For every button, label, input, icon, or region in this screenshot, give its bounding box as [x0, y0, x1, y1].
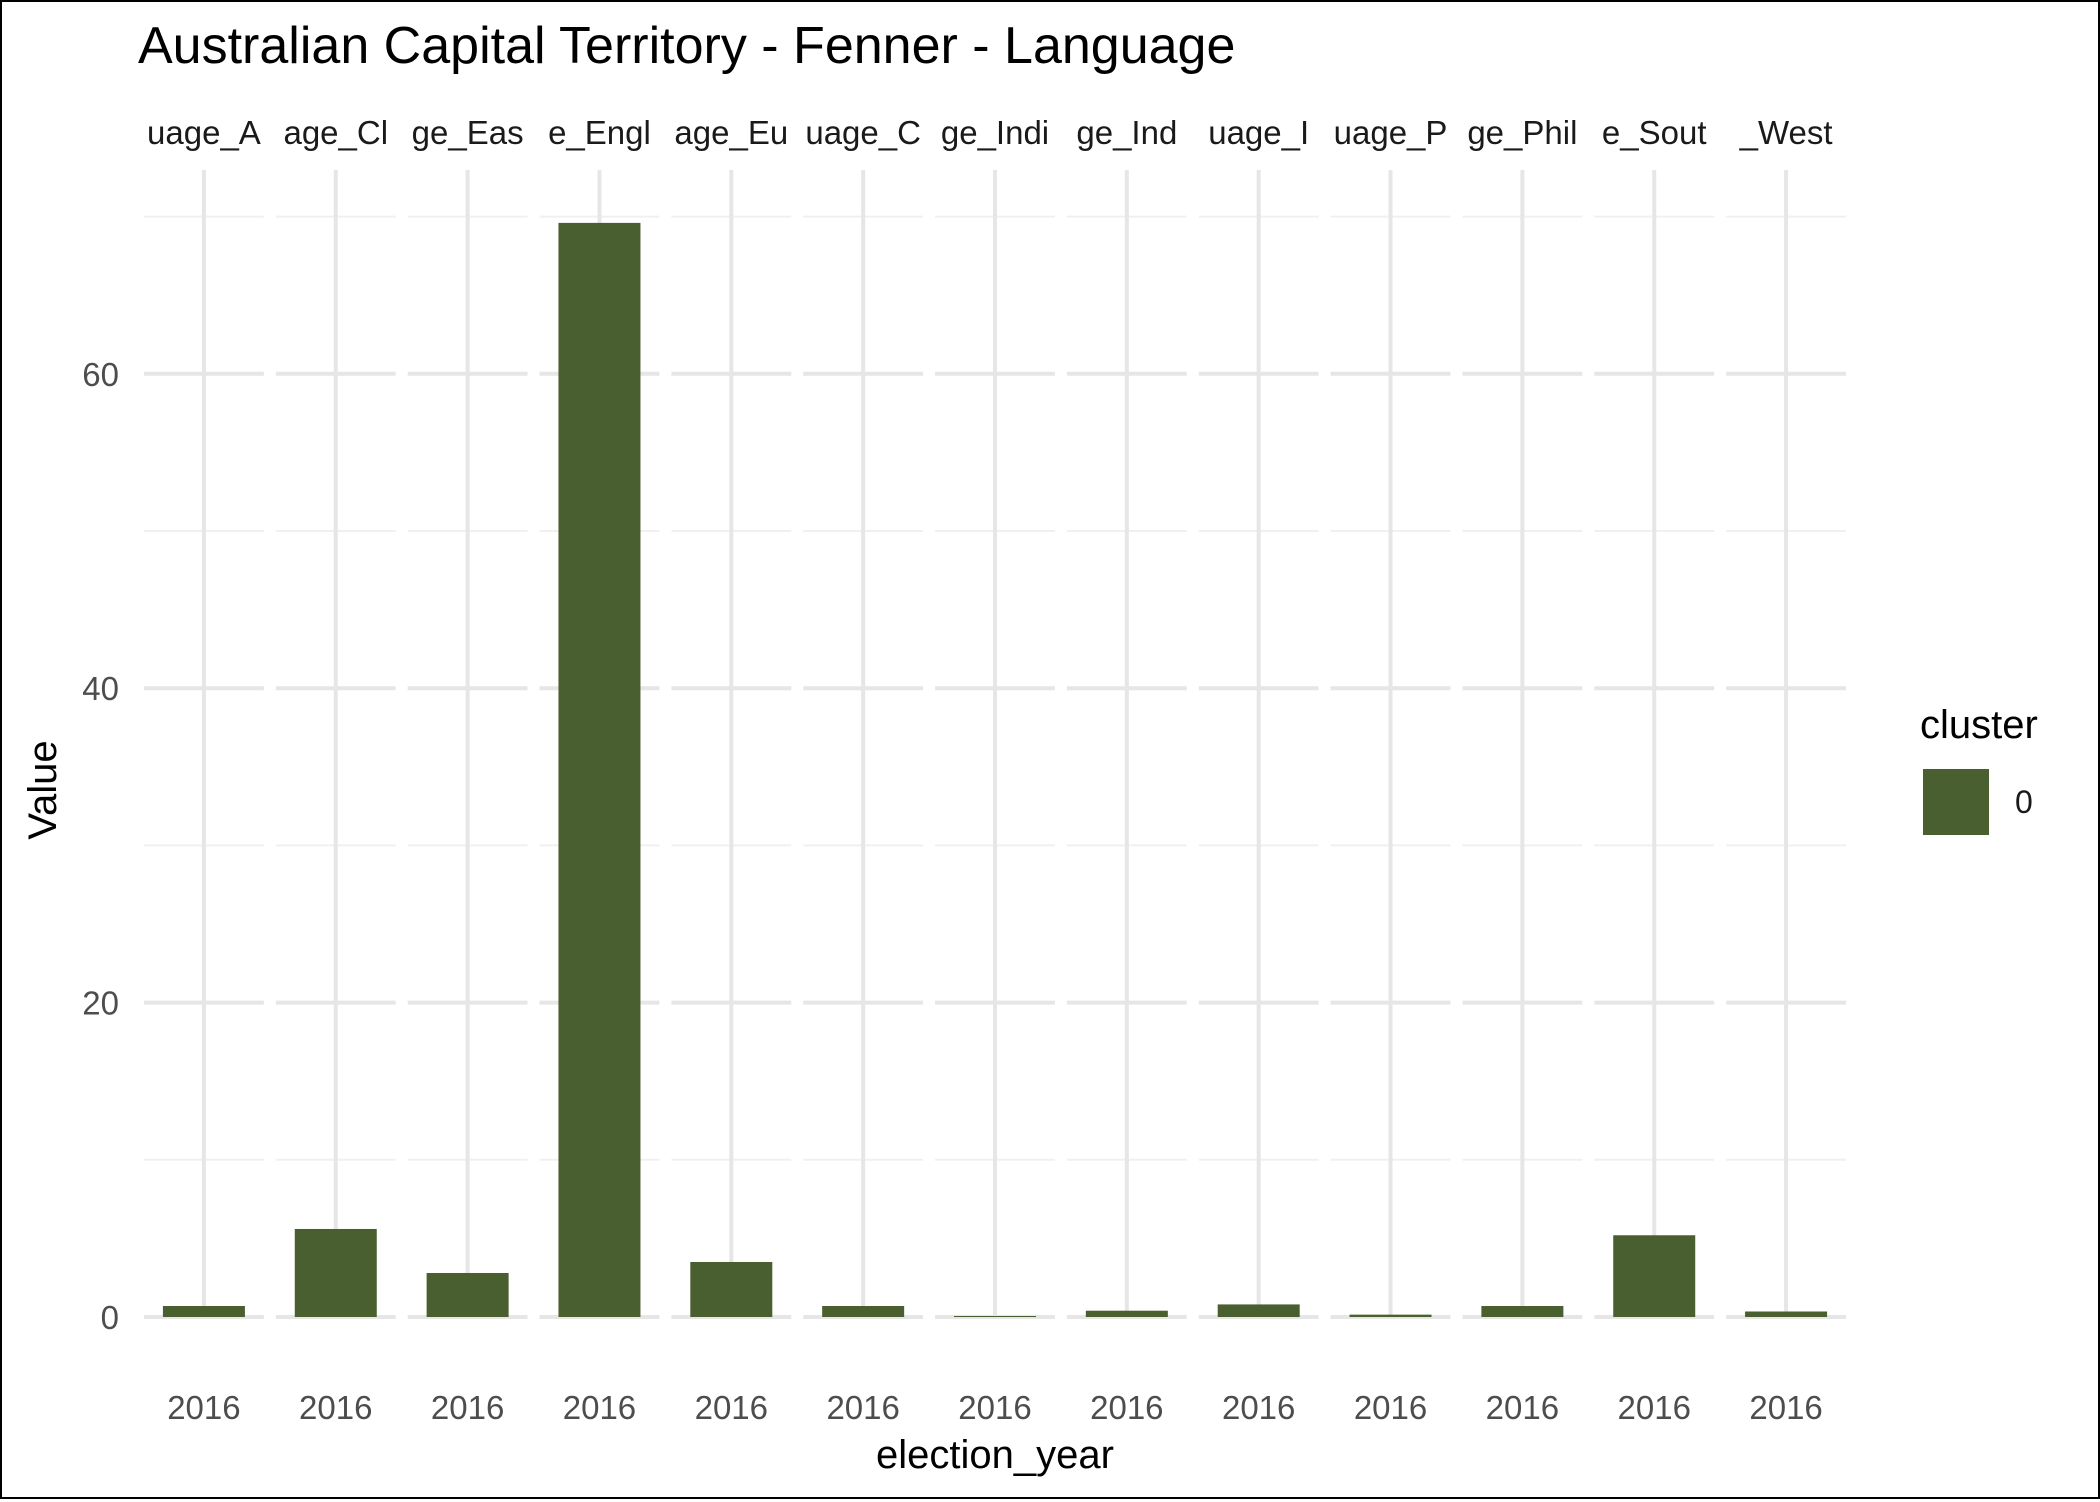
bar	[558, 222, 641, 1318]
facet-panels: uage_A 2016 age_Cl 2016 ge_Eas 2016 e_Engl 2016…	[144, 114, 1846, 1426]
facet-panel: uage_C 2016	[803, 114, 924, 1426]
x-tick-label: 2016	[958, 1389, 1031, 1426]
x-tick-label: 2016	[1354, 1389, 1427, 1426]
bar	[162, 1305, 245, 1317]
facet-panel: uage_I 2016	[1198, 114, 1319, 1426]
facet-strip-label: uage_P	[1334, 114, 1448, 151]
bar	[1349, 1314, 1432, 1317]
facet-panel: age_Cl 2016	[275, 114, 396, 1426]
facet-strip-label: ge_Ind	[1076, 114, 1177, 151]
facet-panel: ge_Ind 2016	[1066, 114, 1187, 1426]
bar	[294, 1228, 377, 1317]
facet-strip-label: _West	[1739, 114, 1833, 151]
x-tick-label: 2016	[1618, 1389, 1691, 1426]
facet-panel: e_Engl 2016	[539, 114, 660, 1426]
bar	[1481, 1305, 1564, 1317]
legend-title: cluster	[1920, 703, 2038, 747]
facet-strip-label: age_Cl	[283, 114, 388, 151]
chart-title: Australian Capital Territory - Fenner - …	[138, 17, 1235, 75]
x-tick-label: 2016	[1486, 1389, 1559, 1426]
bar	[690, 1261, 773, 1317]
facet-strip-label: ge_Eas	[412, 114, 524, 151]
facet-panel: ge_Eas 2016	[407, 114, 528, 1426]
y-axis-title: Value	[21, 740, 65, 839]
x-tick-label: 2016	[1222, 1389, 1295, 1426]
x-tick-label: 2016	[695, 1389, 768, 1426]
facet-panel: e_Sout 2016	[1594, 114, 1715, 1426]
bar	[954, 1316, 1036, 1317]
x-tick-label: 2016	[431, 1389, 504, 1426]
facet-strip-label: e_Engl	[548, 114, 651, 151]
facet-strip-label: uage_I	[1208, 114, 1309, 151]
facet-panel: _West 2016	[1726, 114, 1846, 1426]
facet-strip-label: age_Eu	[674, 114, 788, 151]
facet-panel: uage_A 2016	[144, 114, 264, 1426]
y-tick-label: 20	[82, 985, 119, 1022]
bar	[1085, 1310, 1168, 1317]
legend-label-cluster-0: 0	[2015, 784, 2033, 820]
y-tick-label: 40	[82, 670, 119, 707]
x-tick-label: 2016	[826, 1389, 899, 1426]
x-tick-label: 2016	[167, 1389, 240, 1426]
x-tick-label: 2016	[563, 1389, 636, 1426]
facet-panel: age_Eu 2016	[671, 114, 792, 1426]
bar	[426, 1272, 509, 1317]
y-tick-label: 60	[82, 356, 119, 393]
bar	[1745, 1311, 1828, 1317]
facet-panel: ge_Indi 2016	[935, 114, 1055, 1426]
facet-strip-label: e_Sout	[1602, 114, 1707, 151]
bar	[1613, 1235, 1696, 1317]
x-tick-label: 2016	[299, 1389, 372, 1426]
facet-strip-label: uage_C	[805, 114, 921, 151]
facet-panel: uage_P 2016	[1330, 114, 1451, 1426]
facet-strip-label: uage_A	[147, 114, 261, 151]
y-tick-label: 0	[101, 1299, 119, 1336]
legend: cluster 0	[1920, 703, 2038, 835]
y-axis-ticks: 0 20 40 60	[82, 356, 119, 1336]
x-tick-label: 2016	[1749, 1389, 1822, 1426]
bar	[822, 1305, 905, 1317]
facet-strip-label: ge_Indi	[941, 114, 1049, 151]
facet-panel: ge_Phil 2016	[1462, 114, 1583, 1426]
facet-strip-label: ge_Phil	[1467, 114, 1577, 151]
bar	[1217, 1304, 1300, 1317]
x-tick-label: 2016	[1090, 1389, 1163, 1426]
x-axis-title: election_year	[876, 1433, 1114, 1477]
legend-swatch-cluster-0	[1923, 769, 1989, 835]
